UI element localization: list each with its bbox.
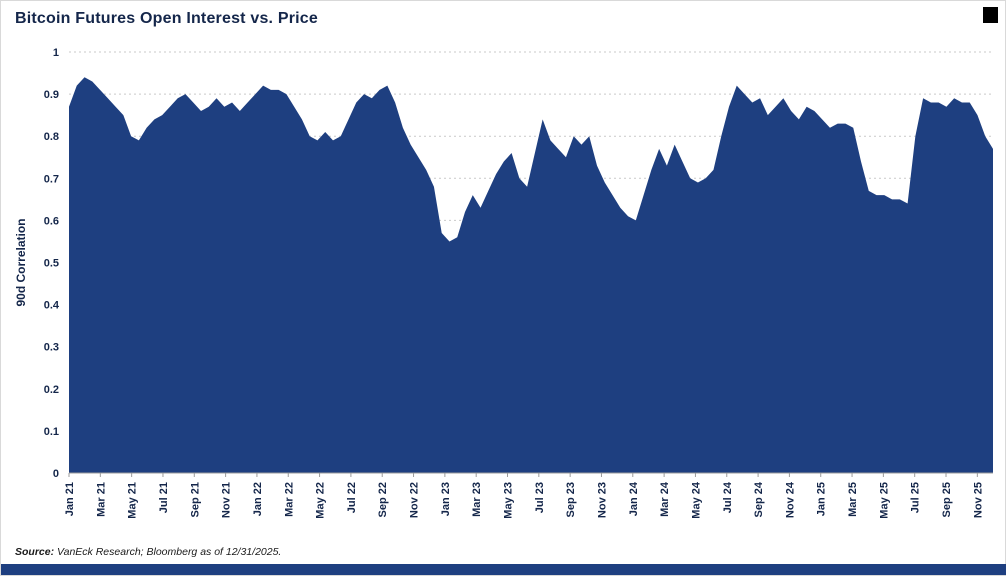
x-tick-label: Sep 21 [189,482,201,517]
x-tick-label: Mar 22 [283,482,295,517]
x-tick-label: Mar 25 [847,482,859,517]
x-tick-label: Jan 22 [252,482,264,516]
y-tick-label: 0.2 [44,384,59,396]
x-tick-label: May 24 [690,481,702,519]
x-tick-label: Sep 23 [565,482,577,517]
source-prefix: Source: [15,546,55,558]
x-tick-label: Nov 21 [221,482,233,518]
x-tick-label: Jul 25 [910,482,922,513]
y-tick-label: 0 [53,468,59,480]
area-series-90d-correlation [69,77,993,473]
x-tick-label: Jul 21 [158,482,170,513]
y-tick-label: 0.6 [44,215,59,227]
x-tick-label: Jan 24 [628,481,640,516]
x-tick-label: Jul 24 [722,481,734,513]
x-tick-label: Sep 25 [941,482,953,517]
y-tick-label: 0.7 [44,173,59,185]
x-tick-label: Nov 22 [409,482,421,518]
x-tick-label: May 22 [315,482,327,519]
y-tick-label: 0.5 [44,258,59,270]
x-tick-label: Nov 25 [972,482,984,518]
chart-title: Bitcoin Futures Open Interest vs. Price [15,10,318,27]
x-tick-label: Jan 21 [64,482,76,516]
y-tick-label: 0.3 [44,342,59,354]
x-tick-label: Mar 23 [471,482,483,517]
y-tick-label: 0.8 [44,131,59,143]
x-tick-label: Jul 22 [346,482,358,513]
source-note: Source: VanEck Research; Bloomberg as of… [15,546,281,558]
x-tick-label: Sep 24 [753,481,765,517]
y-tick-label: 0.1 [44,426,59,438]
footer-accent-bar [1,564,1006,575]
y-tick-label: 0.9 [44,89,59,101]
x-tick-label: Jan 25 [816,482,828,516]
chart-menu-icon[interactable] [983,7,998,23]
x-tick-label: Nov 24 [784,481,796,518]
chart-plot-area: 0 0.1 0.2 0.3 0.4 0.5 0.6 0.7 0.8 0.9 1 Jan 21 Mar 2… [1,39,1006,539]
y-axis-title: 90d Correlation [14,218,28,306]
y-tick-label: 1 [53,47,59,59]
x-tick-label: Nov 23 [596,482,608,518]
x-tick-label: Jul 23 [534,482,546,513]
x-tick-label: May 23 [503,482,515,519]
x-tick-label: Mar 21 [95,482,107,517]
x-tick-label: Mar 24 [659,481,671,517]
correlation-area-chart: 0 0.1 0.2 0.3 0.4 0.5 0.6 0.7 0.8 0.9 1 Jan 21 Mar 2… [14,47,993,519]
y-tick-label: 0.4 [44,300,60,312]
x-tick-label: Sep 22 [377,482,389,517]
x-tick-label: May 21 [127,482,139,519]
x-tick-label: May 25 [878,482,890,519]
x-tick-label: Jan 23 [440,482,452,516]
source-text: VanEck Research; Bloomberg as of 12/31/2… [54,546,282,558]
